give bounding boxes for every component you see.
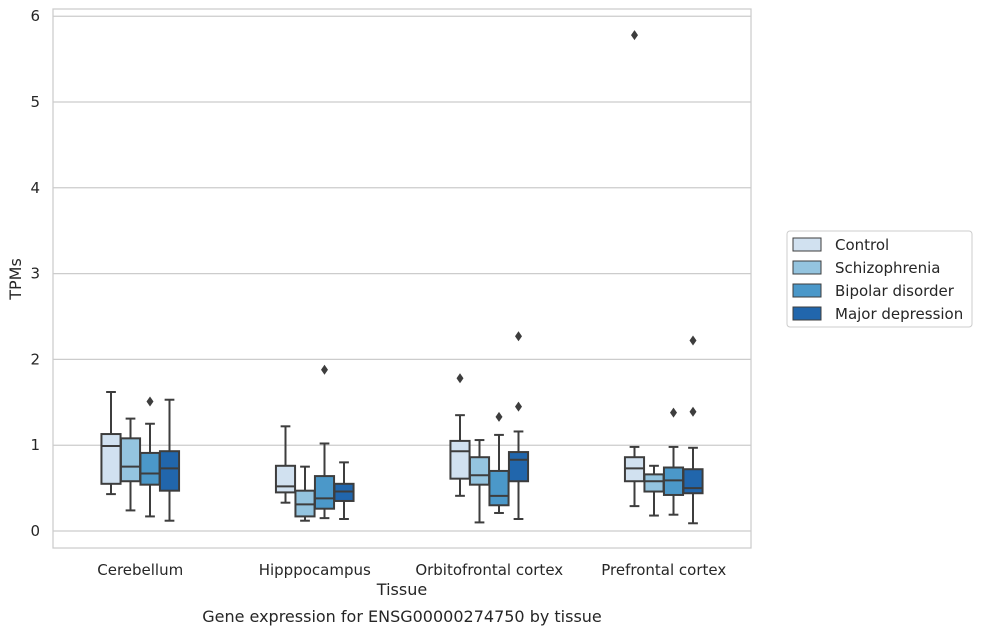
boxes <box>100 30 704 525</box>
box-group <box>623 30 646 508</box>
y-axis-ticks: 0 1 2 3 4 5 6 <box>30 7 40 540</box>
y-tick-label: 5 <box>30 93 40 111</box>
outlier-point <box>515 401 522 412</box>
x-axis-ticks: Cerebellum Hipppocampus Orbitofrontal cort… <box>97 561 726 579</box>
box-group <box>139 396 161 518</box>
x-tick-label: Orbitofrontal cortex <box>415 561 563 579</box>
legend-label: Major depression <box>835 305 963 323</box>
y-tick-label: 1 <box>30 436 40 454</box>
outlier-point <box>515 331 522 342</box>
y-tick-label: 4 <box>30 179 40 197</box>
box <box>119 437 142 483</box>
box <box>682 468 704 495</box>
legend-label: Schizophrenia <box>835 259 940 277</box>
box-group <box>488 411 510 514</box>
legend-frame <box>786 230 973 328</box>
y-tick-label: 2 <box>30 350 40 368</box>
box-group <box>507 331 530 520</box>
legend-swatch <box>792 283 822 298</box>
box-group <box>274 425 297 504</box>
y-tick-label: 0 <box>30 522 40 540</box>
legend-label: Bipolar disorder <box>835 282 955 300</box>
outlier-point <box>689 406 697 417</box>
box-group <box>100 391 122 496</box>
outlier-point <box>495 411 503 422</box>
outlier-point <box>670 407 677 418</box>
box <box>643 473 665 493</box>
legend-swatch <box>792 260 822 275</box>
outlier-point <box>631 30 638 41</box>
y-axis-label: TPMs <box>6 258 25 301</box>
box-group <box>313 364 336 520</box>
outlier-point <box>689 335 697 346</box>
legend-swatch <box>792 306 822 321</box>
box-group <box>333 461 355 520</box>
legend: Control Schizophrenia Bipolar disorder Majo… <box>786 230 973 328</box>
outlier-point <box>456 373 464 384</box>
box-group <box>119 417 142 512</box>
plot-area-frame <box>52 8 752 549</box>
box-group <box>682 335 704 525</box>
legend-swatch <box>792 237 822 252</box>
x-tick-label: Prefrontal cortex <box>601 561 726 579</box>
box <box>158 450 181 492</box>
outlier-point <box>321 364 328 375</box>
box-group <box>449 373 471 497</box>
box <box>274 464 297 494</box>
box-group <box>468 439 491 524</box>
box <box>313 475 336 510</box>
box-group <box>158 398 181 522</box>
chart-caption: Gene expression for ENSG00000274750 by t… <box>202 607 602 626</box>
box-group <box>662 407 685 516</box>
legend-label: Control <box>835 236 889 254</box>
box <box>100 433 122 485</box>
y-tick-label: 3 <box>30 265 40 283</box>
y-tick-label: 6 <box>30 7 40 25</box>
x-tick-label: Cerebellum <box>97 561 183 579</box>
box <box>449 439 471 480</box>
box-group <box>294 465 316 522</box>
box <box>488 469 510 507</box>
box <box>507 451 530 483</box>
box <box>468 456 491 486</box>
box <box>139 451 161 486</box>
outlier-point <box>146 396 154 407</box>
box-group <box>643 464 665 517</box>
x-tick-label: Hipppocampus <box>259 561 371 579</box>
x-axis-label: Tissue <box>376 580 427 599</box>
